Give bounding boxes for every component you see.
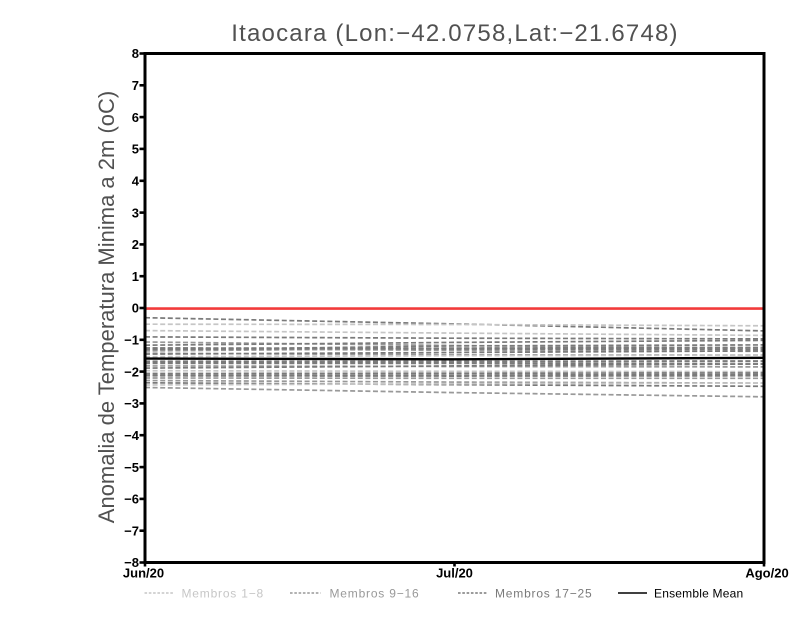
svg-text:2: 2: [132, 237, 139, 252]
svg-text:6: 6: [132, 110, 139, 125]
svg-text:−3: −3: [124, 396, 139, 411]
svg-text:−5: −5: [124, 460, 139, 475]
svg-text:−6: −6: [124, 492, 139, 507]
svg-text:0: 0: [132, 301, 139, 316]
svg-text:7: 7: [132, 78, 139, 93]
svg-text:−8: −8: [124, 555, 139, 570]
svg-text:Jul/20: Jul/20: [436, 566, 473, 581]
svg-text:Membros 9−16: Membros 9−16: [330, 586, 420, 600]
svg-text:−1: −1: [124, 333, 139, 348]
svg-text:−4: −4: [124, 428, 140, 443]
svg-text:Membros 17−25: Membros 17−25: [495, 586, 592, 600]
svg-text:Itaocara (Lon:−42.0758,Lat:−21: Itaocara (Lon:−42.0758,Lat:−21.6748): [231, 20, 679, 47]
svg-text:Ago/20: Ago/20: [745, 566, 788, 581]
svg-text:4: 4: [132, 173, 140, 188]
svg-text:−2: −2: [124, 364, 139, 379]
svg-text:Jun/20: Jun/20: [123, 566, 164, 581]
svg-text:1: 1: [132, 269, 139, 284]
svg-text:Ensemble Mean: Ensemble Mean: [654, 586, 743, 600]
svg-text:−7: −7: [124, 523, 139, 538]
svg-text:Anomalia de Temperatura Minima: Anomalia de Temperatura Minima a 2m (oC): [94, 91, 119, 523]
svg-text:Membros 1−8: Membros 1−8: [182, 586, 265, 600]
svg-text:5: 5: [132, 142, 139, 157]
svg-text:3: 3: [132, 205, 139, 220]
svg-text:8: 8: [132, 46, 139, 61]
